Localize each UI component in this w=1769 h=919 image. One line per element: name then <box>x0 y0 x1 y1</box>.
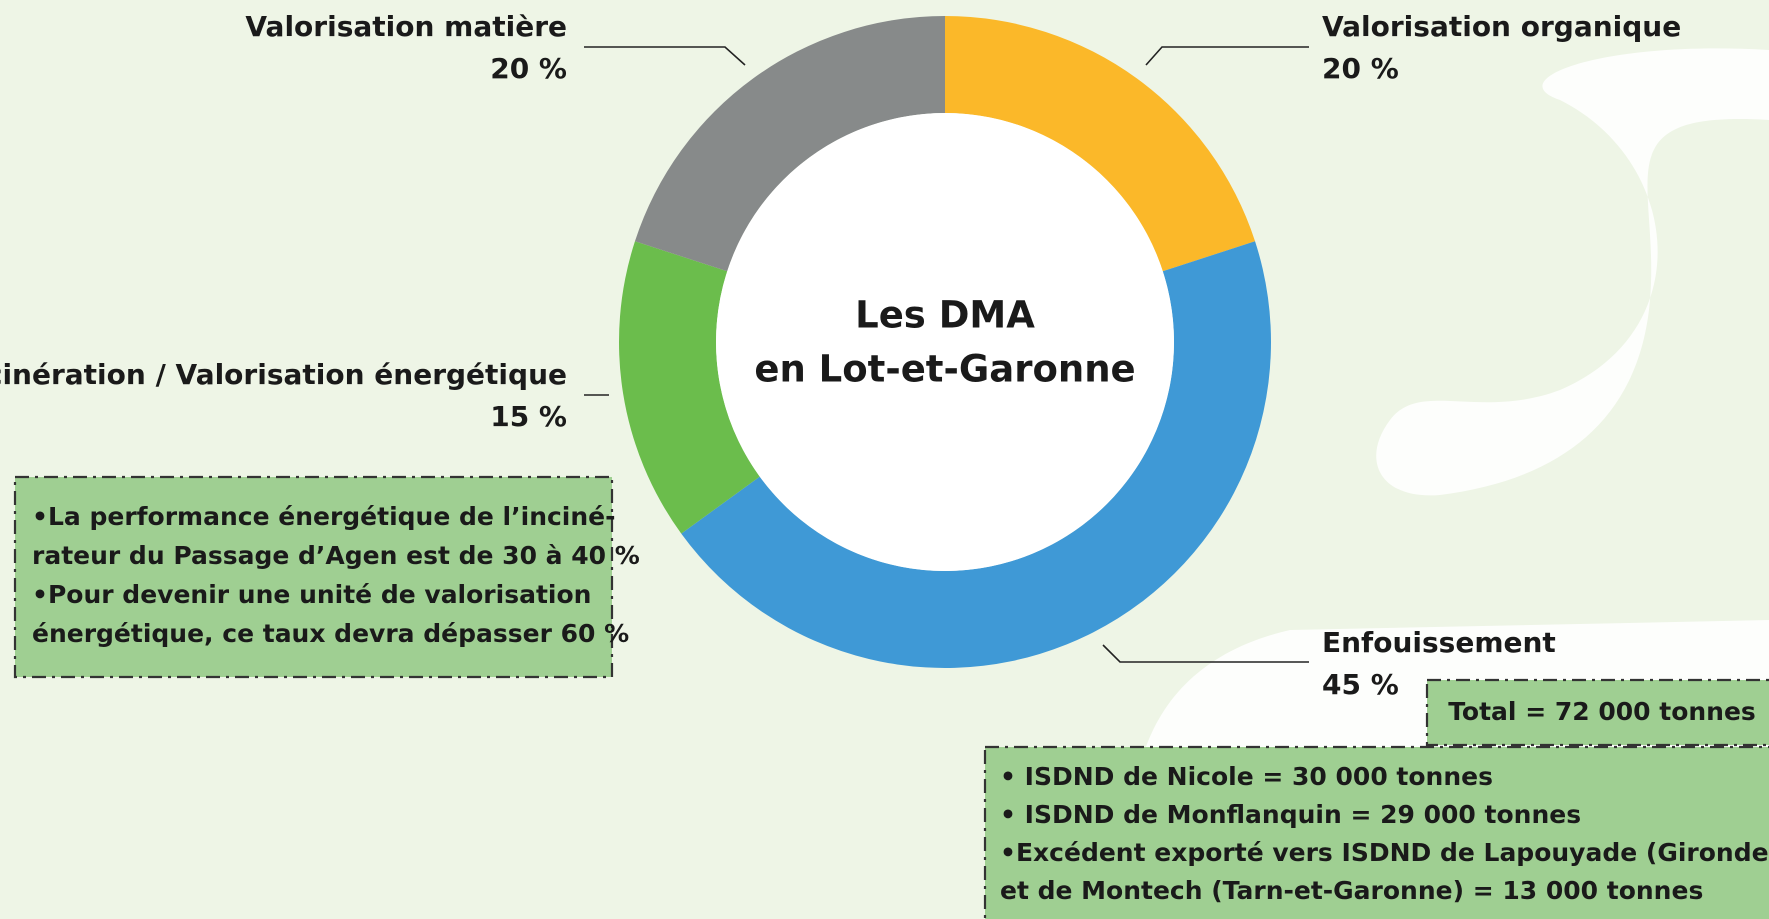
donut-segment <box>619 241 760 534</box>
note-line: •Excédent exporté vers ISDND de Lapouyad… <box>1000 838 1769 867</box>
leader-line <box>1145 46 1309 66</box>
segment-label: Incinération / Valorisation énergétique <box>0 358 567 391</box>
note-line: • ISDND de Monflanquin = 29 000 tonnes <box>1000 800 1581 829</box>
leader-line <box>584 46 746 66</box>
center-title: en Lot-et-Garonne <box>754 348 1135 391</box>
note-line: • ISDND de Nicole = 30 000 tonnes <box>1000 762 1493 791</box>
donut-hole <box>716 113 1174 571</box>
segment-value: 45 % <box>1322 668 1399 701</box>
note-box <box>13 475 614 679</box>
note-line: et de Montech (Tarn-et-Garonne) = 13 000… <box>1000 876 1703 905</box>
donut <box>619 16 1271 668</box>
note-box <box>983 745 1769 919</box>
donut-segment <box>945 16 1256 272</box>
segment-value: 15 % <box>490 400 567 433</box>
center-title: Les DMA <box>855 294 1035 337</box>
note-line: rateur du Passage d’Agen est de 30 à 40 … <box>32 541 640 570</box>
donut-segment <box>681 241 1271 668</box>
note-line: •La performance énergétique de l’inciné- <box>32 502 616 531</box>
segment-label: Valorisation matière <box>245 10 567 43</box>
total-text: Total = 72 000 tonnes <box>1448 697 1756 726</box>
decor-shape <box>1376 48 1769 496</box>
segment-label: Enfouissement <box>1322 626 1556 659</box>
segment-label: Valorisation organique <box>1322 10 1681 43</box>
total-box <box>1425 678 1769 747</box>
segment-value: 20 % <box>1322 52 1399 85</box>
note-line: •Pour devenir une unité de valorisation <box>32 580 591 609</box>
leader-line <box>1102 644 1309 663</box>
segment-value: 20 % <box>490 52 567 85</box>
donut-segment <box>634 16 945 272</box>
note-line: énergétique, ce taux devra dépasser 60 % <box>32 619 629 648</box>
